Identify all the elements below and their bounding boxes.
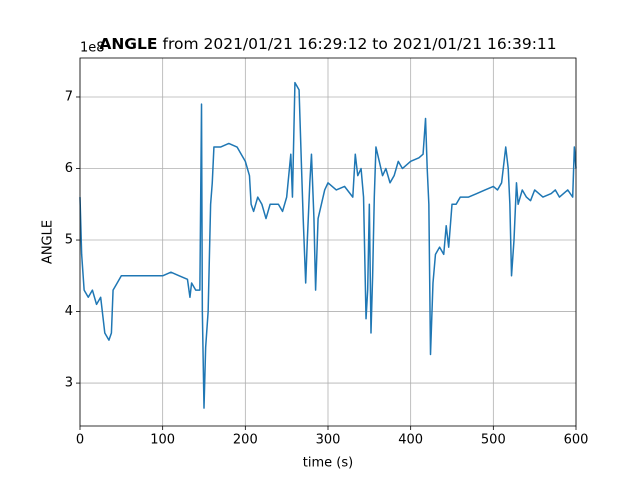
data-line (79, 81, 577, 409)
y-tick-label: 5 (65, 233, 73, 248)
x-tick-label: 600 (564, 433, 589, 448)
title-bold: ANGLE (99, 35, 157, 53)
y-tick-label: 3 (65, 376, 73, 391)
y-tick-label: 7 (65, 89, 73, 104)
chart-title: ANGLE from 2021/01/21 16:29:12 to 2021/01… (99, 35, 556, 53)
title-text: from 2021/01/21 16:29:12 to 2021/01/21 1… (162, 35, 556, 53)
y-axis-label: ANGLE (41, 220, 56, 264)
x-tick-label: 0 (76, 433, 84, 448)
x-tick-label: 300 (316, 433, 341, 448)
y-tick-label: 4 (65, 304, 73, 319)
x-tick-label: 500 (481, 433, 506, 448)
x-tick-label: 100 (150, 433, 175, 448)
x-tick-label: 200 (233, 433, 258, 448)
offset-text: 1e8 (80, 41, 105, 56)
x-tick-label: 400 (398, 433, 423, 448)
plot-frame (79, 57, 577, 427)
x-axis-label: time (s) (303, 456, 353, 471)
y-tick-label: 6 (65, 161, 73, 176)
